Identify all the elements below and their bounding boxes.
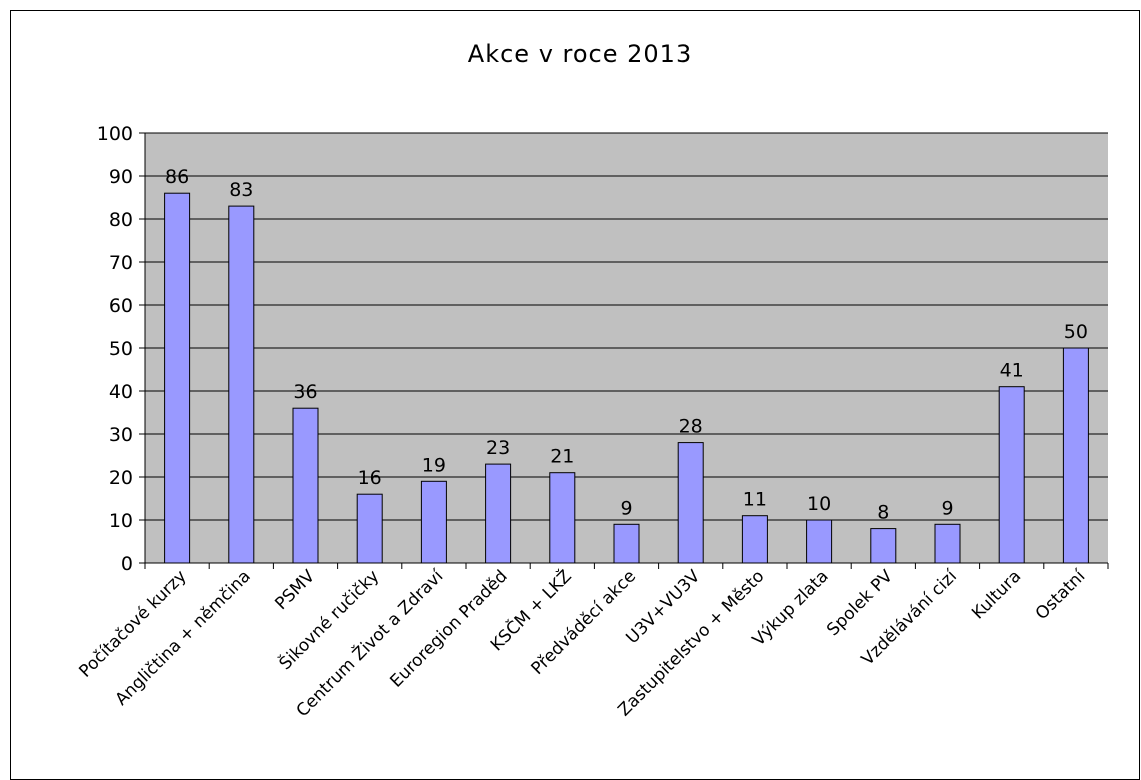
bar bbox=[292, 407, 319, 564]
bar bbox=[485, 463, 512, 564]
data-label: 8 bbox=[877, 502, 889, 524]
data-label: 21 bbox=[550, 446, 574, 468]
category-label: Euroregion Praděd bbox=[386, 566, 511, 691]
data-label: 50 bbox=[1064, 321, 1088, 343]
y-tick-label: 80 bbox=[109, 209, 133, 231]
category-label: Kultura bbox=[968, 566, 1025, 623]
data-label: 83 bbox=[229, 179, 253, 201]
y-tick-label: 10 bbox=[109, 510, 133, 532]
data-label: 28 bbox=[679, 416, 703, 438]
bar bbox=[420, 480, 447, 564]
category-label: Ostatní bbox=[1032, 565, 1091, 624]
y-tick-label: 50 bbox=[109, 338, 133, 360]
chart-title: Akce v roce 2013 bbox=[468, 40, 692, 68]
data-label: 41 bbox=[1000, 360, 1024, 382]
bar bbox=[164, 192, 191, 564]
bar bbox=[806, 519, 833, 564]
plot-area: 0 10 20 30 40 50 60 70 80 90 100 86 Počítačové kurzy… bbox=[75, 123, 1109, 721]
data-label: 11 bbox=[743, 489, 767, 511]
data-label: 10 bbox=[807, 493, 831, 515]
data-label: 36 bbox=[293, 381, 317, 403]
y-tick-label: 20 bbox=[109, 467, 133, 489]
category-label: Počítačové kurzy bbox=[75, 566, 190, 681]
bar bbox=[613, 523, 640, 564]
category-label: PSMV bbox=[271, 566, 319, 614]
y-tick-label: 40 bbox=[109, 381, 133, 403]
bar bbox=[356, 493, 383, 564]
data-label: 19 bbox=[422, 454, 446, 476]
data-label: 86 bbox=[165, 166, 189, 188]
bar bbox=[549, 472, 576, 564]
bar bbox=[870, 528, 897, 564]
y-tick-label: 70 bbox=[109, 252, 133, 274]
data-label: 23 bbox=[486, 437, 510, 459]
y-tick-label: 30 bbox=[109, 424, 133, 446]
data-label: 16 bbox=[358, 467, 382, 489]
data-label: 9 bbox=[620, 497, 632, 519]
data-label: 9 bbox=[941, 497, 953, 519]
bar bbox=[677, 442, 704, 564]
y-tick-label: 0 bbox=[121, 553, 133, 575]
bar bbox=[1062, 347, 1089, 564]
y-tick-label: 60 bbox=[109, 295, 133, 317]
bar bbox=[228, 205, 255, 564]
y-tick-label: 90 bbox=[109, 166, 133, 188]
y-tick-label: 100 bbox=[97, 123, 133, 145]
bar bbox=[998, 386, 1025, 564]
bar bbox=[741, 515, 768, 564]
bar bbox=[934, 523, 961, 564]
